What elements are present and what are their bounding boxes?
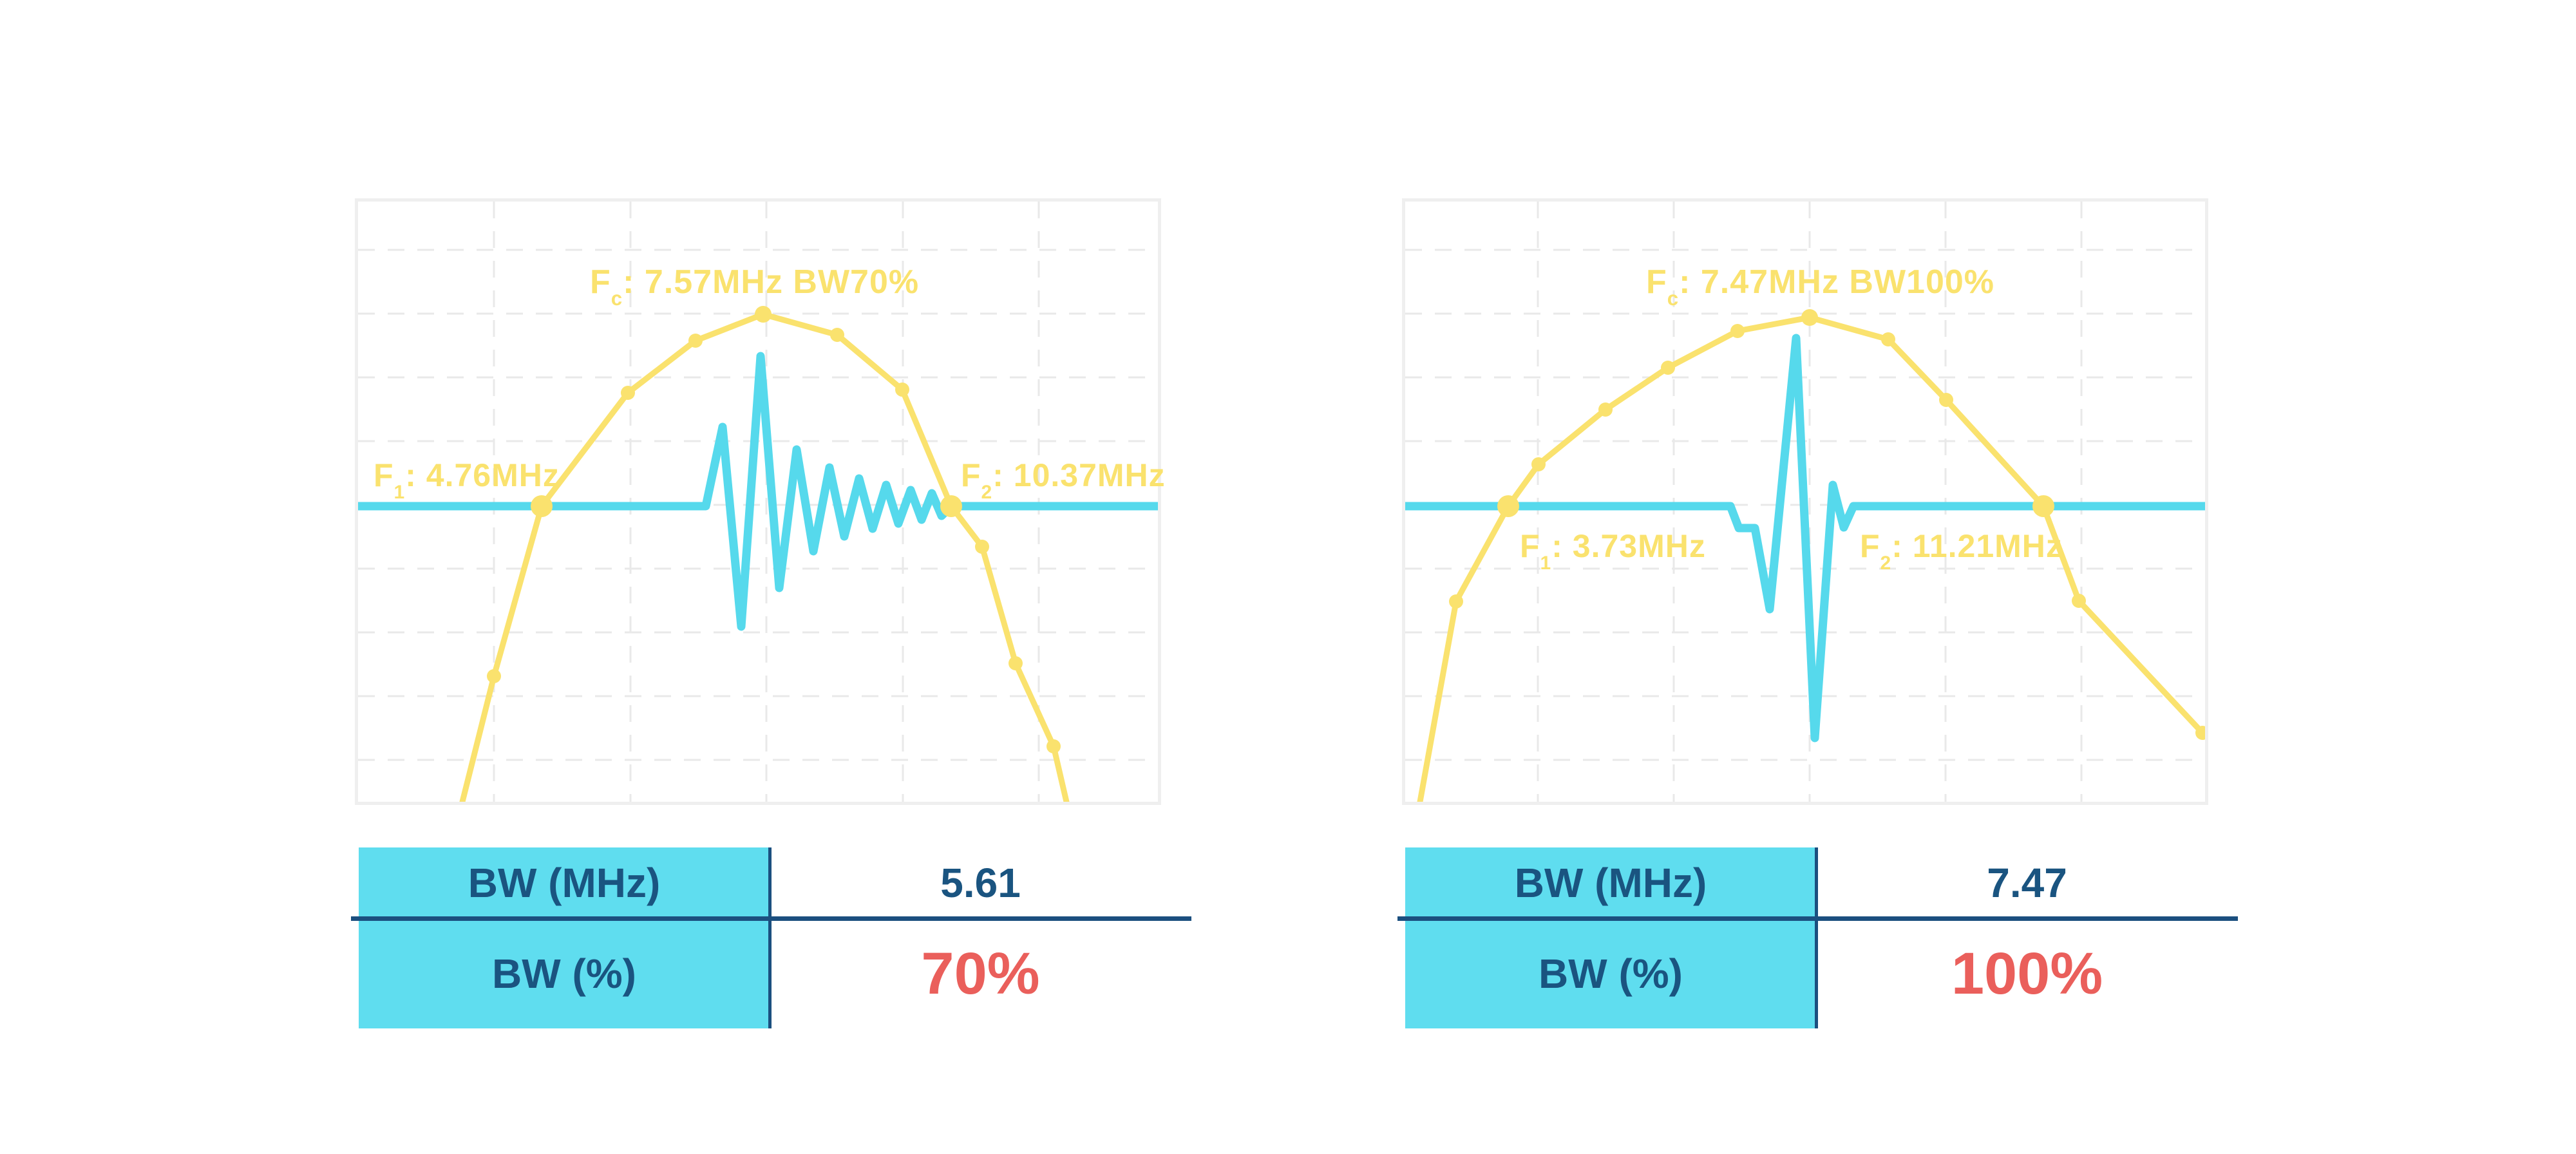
f1-value-text: : 3.73MHz bbox=[1551, 528, 1706, 564]
spectrum-chart-right: Fc: 7.47MHz BW100% F1: 3.73MHz F2: 11.21… bbox=[1402, 198, 2208, 805]
f1-subscript: 1 bbox=[393, 481, 406, 503]
spectrum-plot-right bbox=[1405, 202, 2205, 802]
fc-annotation-right: Fc: 7.47MHz BW100% bbox=[1646, 263, 1995, 308]
bw-pct-label: BW (%) bbox=[1405, 919, 1816, 1028]
table-column-divider bbox=[1815, 847, 1818, 1028]
spectrum-chart-left: Fc: 7.57MHz BW70% F1: 4.76MHz F2: 10.37M… bbox=[355, 198, 1165, 805]
bw-table-left: BW (MHz) 5.61 BW (%) 70% bbox=[351, 847, 1191, 1028]
f1-prefix: F bbox=[374, 457, 394, 493]
fc-subscript: c bbox=[1667, 287, 1680, 310]
bw-pct-label: BW (%) bbox=[359, 919, 770, 1028]
bw-mhz-value: 5.61 bbox=[770, 847, 1191, 919]
f2-subscript: 2 bbox=[1880, 552, 1892, 574]
fc-prefix: F bbox=[1646, 263, 1667, 301]
bw-table-right: BW (MHz) 7.47 BW (%) 100% bbox=[1397, 847, 2238, 1028]
fc-value-text: : 7.47MHz BW100% bbox=[1679, 263, 1995, 301]
bw-pct-value: 70% bbox=[770, 919, 1191, 1028]
f1-annotation-left: F1: 4.76MHz bbox=[374, 457, 560, 502]
f1-subscript: 1 bbox=[1540, 552, 1552, 574]
f2-prefix: F bbox=[1860, 528, 1880, 564]
table-column-divider bbox=[768, 847, 772, 1028]
f1-value-text: : 4.76MHz bbox=[405, 457, 560, 493]
fc-prefix: F bbox=[590, 263, 611, 301]
f1-prefix: F bbox=[1520, 528, 1540, 564]
f2-prefix: F bbox=[961, 457, 981, 493]
f2-annotation-left: F2: 10.37MHz bbox=[961, 457, 1166, 502]
f2-value-text: : 10.37MHz bbox=[992, 457, 1166, 493]
f2-annotation-right: F2: 11.21MHz bbox=[1860, 527, 2063, 572]
spectrum-plot-left bbox=[358, 202, 1158, 802]
fc-annotation-left: Fc: 7.57MHz BW70% bbox=[590, 263, 920, 308]
fc-value-text: : 7.57MHz BW70% bbox=[623, 263, 920, 301]
f2-value-text: : 11.21MHz bbox=[1891, 528, 2063, 564]
bw-mhz-label: BW (MHz) bbox=[359, 847, 770, 919]
bw-mhz-value: 7.47 bbox=[1816, 847, 2238, 919]
f2-subscript: 2 bbox=[981, 481, 993, 503]
f1-annotation-right: F1: 3.73MHz bbox=[1520, 527, 1706, 572]
fc-subscript: c bbox=[611, 287, 623, 310]
bw-pct-value: 100% bbox=[1816, 919, 2238, 1028]
bw-mhz-label: BW (MHz) bbox=[1405, 847, 1816, 919]
